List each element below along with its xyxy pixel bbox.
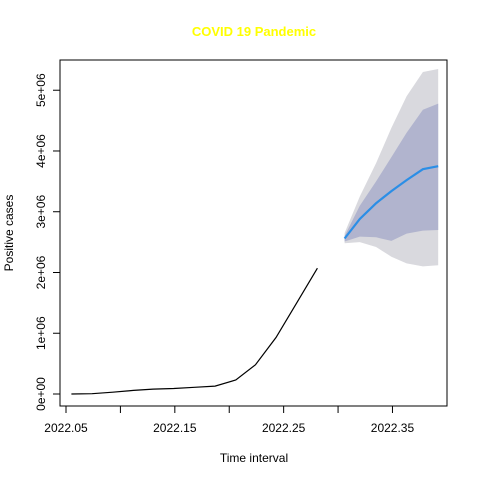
x-axis-label: Time interval [220, 451, 288, 465]
series-lines [71, 165, 439, 395]
y-tick-label: 2e+06 [34, 255, 48, 289]
x-tick-label: 2022.35 [371, 421, 415, 435]
x-tick-label: 2022.15 [153, 421, 197, 435]
y-tick-label: 4e+06 [34, 134, 48, 168]
y-tick-label: 1e+06 [34, 316, 48, 350]
y-tick-label: 0e+00 [34, 377, 48, 411]
forecast-mean-line [343, 165, 439, 240]
x-tick-label: 2022.05 [44, 421, 88, 435]
forecast-band-80 [344, 103, 439, 242]
y-tick-label: 3e+06 [34, 195, 48, 229]
forecast-bands [344, 69, 439, 267]
observed-line [71, 267, 318, 395]
y-axis-label: Positive cases [2, 195, 16, 272]
y-tick-label: 5e+06 [34, 73, 48, 107]
x-tick-label: 2022.25 [262, 421, 306, 435]
chart-title: COVID 19 Pandemic [192, 24, 316, 39]
y-axis: 0e+00 1e+06 2e+06 3e+06 4e+06 5e+06 [34, 73, 61, 411]
x-axis: 2022.05 2022.15 2022.25 2022.35 [44, 405, 415, 435]
